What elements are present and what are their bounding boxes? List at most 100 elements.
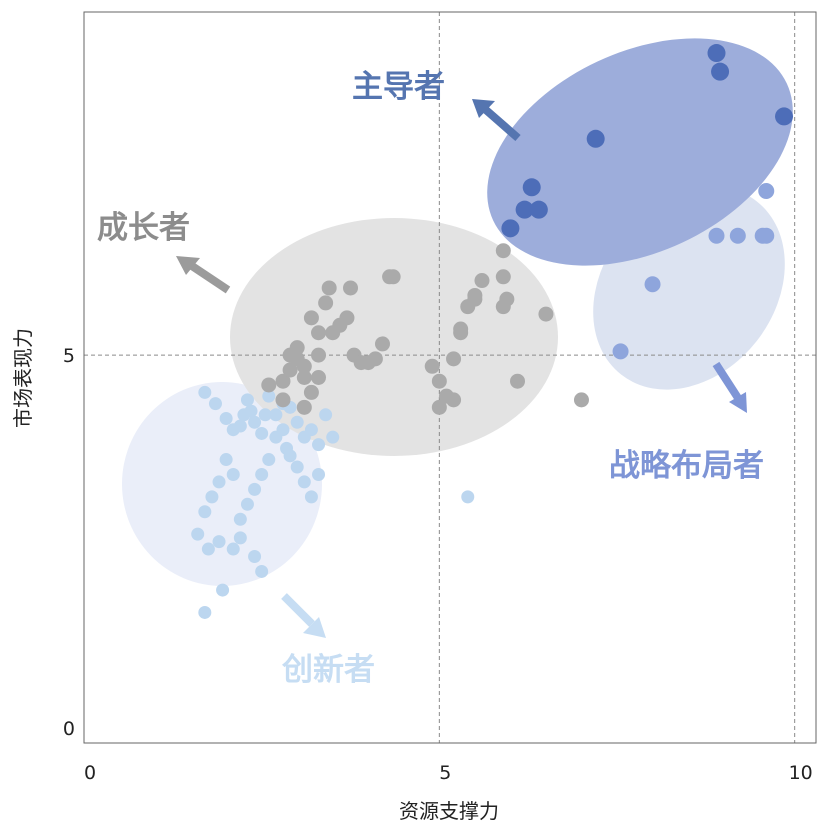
point-s3-17 (297, 475, 311, 489)
arrow-chuangxin-head (303, 617, 326, 638)
point-s3-44 (248, 550, 262, 564)
data-points (191, 44, 794, 619)
point-s3-11 (262, 389, 276, 403)
point-s2-10 (311, 325, 327, 341)
point-s3-15 (283, 449, 297, 463)
point-s2-0 (261, 377, 277, 393)
group-labels: 主导者 战略布局者 成长者 创新者 (97, 69, 764, 688)
point-s1-1 (644, 276, 661, 293)
point-s3-21 (319, 408, 333, 422)
point-s2-3 (282, 362, 298, 378)
point-s3-1 (208, 397, 222, 411)
x-tick-2: 10 (789, 762, 813, 784)
axis-ticks: 0 5 10 0 5 (63, 345, 813, 784)
point-s2-28 (453, 321, 469, 337)
label-zhanlue: 战略布局者 (609, 448, 764, 484)
point-s3-30 (255, 467, 269, 481)
point-s2-32 (474, 273, 490, 289)
point-s0-7 (775, 107, 794, 126)
point-s3-42 (226, 542, 240, 556)
point-s3-9 (255, 426, 269, 440)
label-chengzhang: 成长者 (97, 210, 190, 246)
point-s2-1 (275, 392, 291, 408)
point-s2-39 (499, 291, 515, 307)
point-s3-4 (233, 419, 247, 433)
point-s3-33 (233, 512, 247, 526)
point-s0-2 (522, 178, 541, 197)
arrow-chuangxin-shaft (281, 593, 315, 627)
label-arrows (176, 99, 747, 638)
point-s2-33 (431, 399, 447, 415)
point-s1-3 (729, 227, 746, 244)
point-s2-24 (431, 373, 447, 389)
point-s2-15 (339, 310, 355, 326)
point-s3-18 (304, 490, 318, 504)
plot-frame (83, 11, 817, 744)
point-s3-16 (290, 460, 304, 474)
point-s3-12 (269, 408, 283, 422)
point-s3-6 (240, 393, 254, 407)
y-axis-title: 市场表现力 (11, 328, 35, 428)
region-zhudao (487, 38, 793, 266)
point-s3-35 (219, 453, 233, 467)
point-s1-6 (758, 183, 775, 200)
point-s2-45 (296, 399, 312, 415)
point-s2-9 (303, 310, 319, 326)
x-axis-title: 资源支撑力 (399, 799, 499, 823)
arrow-zhudao-shaft (483, 106, 521, 142)
point-s3-7 (244, 404, 258, 418)
point-s3-43 (233, 531, 247, 545)
arrow-zhudao-head (472, 99, 495, 118)
label-chuangxin: 创新者 (281, 652, 375, 688)
point-s2-44 (296, 358, 312, 374)
point-s1-2 (708, 227, 725, 244)
point-s2-12 (321, 280, 337, 296)
point-s3-32 (240, 497, 254, 511)
point-s3-28 (269, 430, 283, 444)
point-s2-26 (446, 351, 462, 367)
arrow-zhanlue-head (729, 392, 747, 413)
point-s3-46 (216, 583, 230, 597)
arrow-chengzhang-head (176, 256, 200, 275)
point-s3-47 (198, 605, 212, 619)
label-zhudao: 主导者 (352, 69, 445, 105)
point-s2-42 (573, 392, 589, 408)
point-s2-41 (538, 306, 554, 322)
point-s2-7 (303, 384, 319, 400)
point-s2-23 (385, 269, 401, 285)
point-s2-20 (367, 351, 383, 367)
point-s0-0 (501, 219, 520, 238)
point-s0-6 (711, 62, 730, 81)
point-s2-31 (467, 287, 483, 303)
point-s3-24 (297, 430, 311, 444)
point-s3-34 (226, 467, 240, 481)
point-s3-31 (248, 482, 262, 496)
point-s2-43 (282, 347, 298, 363)
point-s0-4 (586, 129, 605, 148)
point-s2-34 (446, 392, 462, 408)
point-s2-40 (510, 373, 526, 389)
point-s2-36 (495, 269, 511, 285)
point-s2-2 (275, 373, 291, 389)
point-s3-41 (212, 535, 226, 549)
point-s3-0 (198, 385, 212, 399)
point-s2-6 (296, 370, 312, 385)
point-s3-37 (205, 490, 219, 504)
point-s3-38 (198, 505, 212, 519)
point-s3-8 (248, 415, 262, 429)
point-s3-19 (312, 467, 326, 481)
point-s2-35 (424, 358, 440, 374)
point-s2-46 (311, 370, 327, 385)
arrow-chengzhang-shaft (189, 262, 231, 294)
point-s3-29 (262, 453, 276, 467)
point-s3-39 (191, 527, 205, 541)
point-s3-48 (461, 490, 475, 504)
point-s3-45 (255, 564, 269, 578)
point-s3-2 (219, 412, 233, 426)
point-s2-37 (495, 243, 511, 259)
point-s1-5 (758, 227, 775, 244)
point-s2-8 (311, 347, 327, 363)
point-s2-16 (343, 280, 359, 296)
point-s3-25 (290, 415, 304, 429)
